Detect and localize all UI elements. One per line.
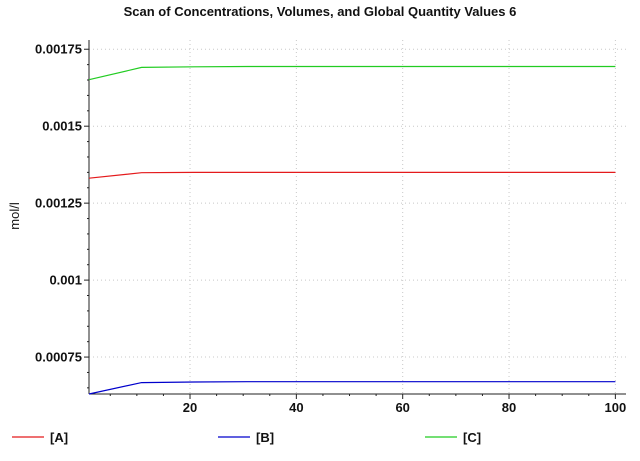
y-tick-label-0: 0.00075 (35, 350, 82, 365)
y-tick-label-4: 0.00175 (35, 42, 82, 57)
y-tick-label-1: 0.001 (49, 273, 82, 288)
x-tick-label-2: 60 (395, 400, 409, 415)
series-line-0 (88, 171, 616, 179)
x-tick-label-0: 20 (183, 400, 197, 415)
y-tick-label-3: 0.0015 (42, 119, 82, 134)
x-tick-label-4: 100 (605, 400, 627, 415)
y-tick-label-2: 0.00125 (35, 196, 82, 211)
series-line-2 (88, 65, 616, 81)
chart-title: Scan of Concentrations, Volumes, and Glo… (124, 4, 517, 19)
axes: 0.00075 0.001 0.00125 0.0015 0.00175 20 40 60 80… (35, 40, 626, 415)
legend-label-2: [C] (463, 430, 481, 445)
x-tick-label-1: 40 (289, 400, 303, 415)
y-axis-label: mol/l (7, 202, 22, 230)
x-tick-label-3: 80 (502, 400, 516, 415)
series-line-1 (88, 381, 616, 395)
series-lines (88, 65, 616, 395)
grid-lines (89, 40, 626, 394)
legend: [A] [B] [C] (12, 430, 481, 445)
legend-label-1: [B] (256, 430, 274, 445)
legend-label-0: [A] (50, 430, 68, 445)
